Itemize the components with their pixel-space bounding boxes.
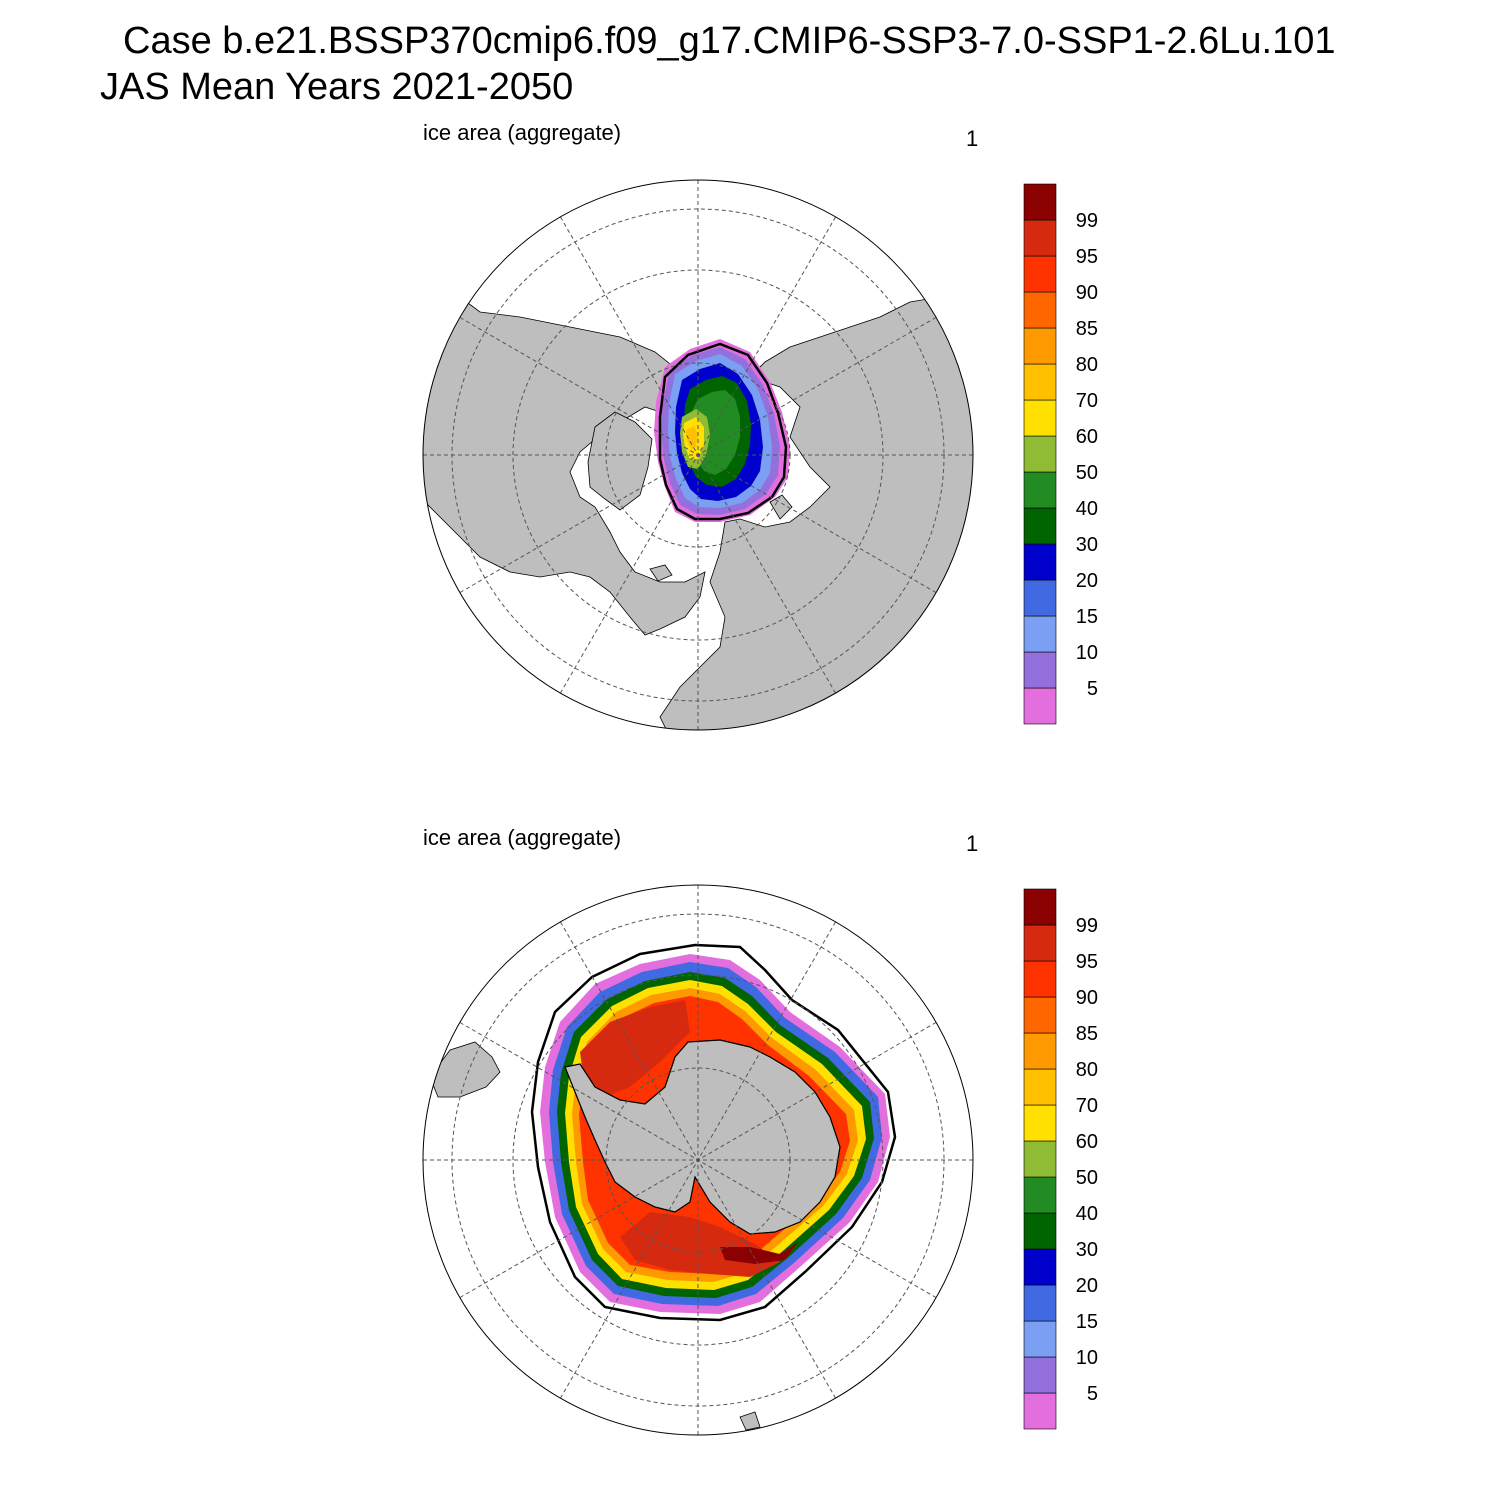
south-colorbar: 5 10 15 20 30 40 50 60 70 80 85 90 95 99 (1023, 888, 1098, 1430)
south-colorbar-tick-label: 15 (1076, 1311, 1098, 1333)
antarctic-panel: ice area (aggregate) 1 (0, 705, 1500, 1445)
arctic-map-border (422, 179, 974, 731)
north-colorbar-box (1023, 615, 1057, 653)
figure-title-line1: Case b.e21.BSSP370cmip6.f09_g17.CMIP6-SS… (123, 20, 1336, 62)
north-colorbar-box (1023, 291, 1057, 329)
north-colorbar-box (1023, 471, 1057, 509)
north-colorbar-box (1023, 687, 1057, 725)
south-colorbar-tick-label: 50 (1076, 1167, 1098, 1189)
north-colorbar-box (1023, 507, 1057, 545)
antarctica-coastline (564, 1039, 841, 1235)
antarctic-graticule (423, 885, 973, 1435)
greenland-landmass (587, 411, 653, 511)
south-colorbar-box (1023, 1140, 1057, 1178)
north-colorbar-tick-label: 95 (1076, 246, 1098, 268)
figure-title-line2: JAS Mean Years 2021-2050 (100, 66, 574, 108)
south-colorbar-box (1023, 1356, 1057, 1394)
north-colorbar-box (1023, 363, 1057, 401)
north-colorbar-box (1023, 579, 1057, 617)
antarctic-map-border (422, 884, 974, 1436)
south-colorbar-tick-label: 90 (1076, 987, 1098, 1009)
svalbard-landmass (769, 494, 793, 520)
south-colorbar-tick-label: 70 (1076, 1095, 1098, 1117)
north-colorbar-box (1023, 399, 1057, 437)
south-colorbar-tick-label: 85 (1076, 1023, 1098, 1045)
south-colorbar-tick-label: 5 (1087, 1383, 1098, 1405)
iceland-landmass (649, 564, 673, 582)
south-colorbar-tick-label: 20 (1076, 1275, 1098, 1297)
south-colorbar-box (1023, 960, 1057, 998)
south-colorbar-tick-label: 30 (1076, 1239, 1098, 1261)
north-colorbar-tick-label: 90 (1076, 282, 1098, 304)
south-america-landmass (429, 1041, 501, 1098)
south-colorbar-box (1023, 1392, 1057, 1430)
south-panel-variable-label: ice area (aggregate) (423, 825, 622, 850)
north-colorbar-tick-label: 40 (1076, 498, 1098, 520)
north-colorbar-tick-label: 15 (1076, 606, 1098, 628)
north-colorbar-tick-label: 20 (1076, 570, 1098, 592)
arctic-panel: ice area (aggregate) 1 (0, 0, 1500, 740)
antarctic-ice-edge-contour (530, 943, 897, 1322)
north-america-landmass (423, 296, 706, 636)
antarctic-polar-map (422, 884, 974, 1436)
north-colorbar-box (1023, 255, 1057, 293)
arctic-ice-80pct (686, 426, 698, 449)
north-colorbar-tick-label: 5 (1087, 678, 1098, 700)
north-colorbar: 5 10 15 20 30 40 50 60 70 80 85 90 95 99 (1023, 183, 1098, 725)
south-colorbar-box (1023, 1248, 1057, 1286)
north-colorbar-tick-label: 85 (1076, 318, 1098, 340)
arctic-graticule (423, 180, 973, 730)
north-panel-index-label: 1 (966, 126, 979, 151)
south-colorbar-box (1023, 888, 1057, 926)
south-colorbar-tick-label: 99 (1076, 915, 1098, 937)
south-colorbar-box (1023, 1176, 1057, 1214)
south-colorbar-box (1023, 1284, 1057, 1322)
south-colorbar-box (1023, 924, 1057, 962)
south-colorbar-box (1023, 1104, 1057, 1142)
southern-islands-landmass (739, 1411, 761, 1431)
north-colorbar-tick-label: 99 (1076, 210, 1098, 232)
north-panel-variable-label: ice area (aggregate) (423, 120, 622, 145)
north-colorbar-box (1023, 543, 1057, 581)
south-colorbar-tick-label: 80 (1076, 1059, 1098, 1081)
south-colorbar-box (1023, 996, 1057, 1034)
north-colorbar-tick-label: 10 (1076, 642, 1098, 664)
north-colorbar-tick-label: 30 (1076, 534, 1098, 556)
south-colorbar-tick-label: 95 (1076, 951, 1098, 973)
north-colorbar-tick-label: 70 (1076, 390, 1098, 412)
south-colorbar-box (1023, 1212, 1057, 1250)
north-colorbar-box (1023, 327, 1057, 365)
south-colorbar-tick-label: 60 (1076, 1131, 1098, 1153)
north-colorbar-box (1023, 219, 1057, 257)
arctic-polar-map (422, 179, 974, 731)
north-colorbar-tick-label: 80 (1076, 354, 1098, 376)
north-colorbar-box (1023, 183, 1057, 221)
north-colorbar-tick-label: 60 (1076, 426, 1098, 448)
antarctic-ice-99pct-weddell (580, 1000, 690, 1097)
antarctic-ice-100pct-coastal (720, 1242, 798, 1264)
north-colorbar-box (1023, 435, 1057, 473)
north-colorbar-box (1023, 651, 1057, 689)
south-panel-index-label: 1 (966, 831, 979, 856)
north-colorbar-tick-label: 50 (1076, 462, 1098, 484)
eurasia-landmass (659, 296, 973, 730)
south-colorbar-tick-label: 40 (1076, 1203, 1098, 1225)
south-colorbar-box (1023, 1068, 1057, 1106)
south-colorbar-box (1023, 1320, 1057, 1358)
south-colorbar-box (1023, 1032, 1057, 1070)
arctic-ice-edge-contour (658, 342, 788, 521)
south-colorbar-tick-label: 10 (1076, 1347, 1098, 1369)
